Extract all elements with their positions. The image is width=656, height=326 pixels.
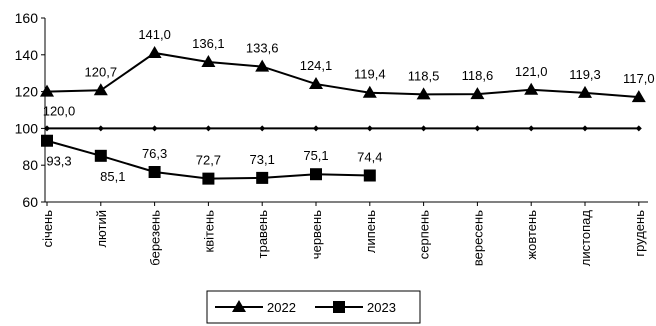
marker [97, 125, 104, 132]
marker [582, 125, 588, 132]
x-tick-label: лютий [94, 210, 109, 248]
data-label: 119,3 [569, 67, 601, 82]
marker [147, 45, 162, 58]
data-label: 120,0 [43, 104, 76, 119]
marker [40, 84, 54, 97]
data-label: 85,1 [100, 169, 125, 184]
data-label: 118,5 [408, 68, 440, 83]
marker [232, 300, 246, 312]
x-tick-label: березень [148, 210, 163, 266]
data-label: 121,0 [515, 64, 548, 79]
marker [416, 87, 431, 100]
y-tick-label: 60 [22, 194, 38, 210]
legend-label: 2022 [267, 300, 296, 315]
marker [148, 166, 161, 179]
x-tick-label: липень [363, 210, 378, 253]
x-tick-label: січень [40, 210, 55, 248]
marker [201, 54, 216, 67]
marker [524, 82, 539, 95]
marker [363, 169, 376, 182]
data-label: 118,6 [462, 68, 494, 83]
data-label: 120,7 [85, 64, 118, 79]
x-tick-label: вересень [470, 210, 485, 266]
x-tick-label: серпень [417, 210, 432, 259]
y-tick-label: 140 [15, 47, 39, 63]
marker [333, 301, 345, 313]
marker [256, 171, 269, 184]
marker [94, 149, 107, 162]
marker [151, 125, 158, 132]
data-label: 74,4 [357, 150, 382, 165]
data-label: 76,3 [142, 146, 167, 161]
series-line [46, 51, 639, 99]
y-tick-label: 160 [15, 10, 39, 26]
data-label: 141,0 [138, 27, 171, 42]
marker [205, 125, 212, 132]
data-label: 117,0 [623, 71, 655, 86]
data-label: 124,1 [300, 58, 333, 73]
marker [44, 125, 50, 132]
marker [362, 85, 377, 98]
y-tick-label: 120 [15, 84, 39, 100]
data-label: 73,1 [250, 152, 275, 167]
data-label: 93,3 [46, 154, 71, 169]
data-label: 133,6 [246, 41, 279, 56]
marker [202, 172, 215, 185]
marker [420, 125, 427, 132]
x-tick-label: травень [255, 210, 270, 259]
marker [635, 125, 642, 132]
data-label: 119,4 [354, 67, 386, 82]
marker [313, 125, 319, 132]
marker [93, 83, 108, 96]
marker [309, 77, 323, 90]
y-tick-label: 80 [22, 157, 38, 173]
x-tick-label: листопад [578, 210, 593, 267]
marker [474, 125, 481, 132]
x-tick-label: квітень [201, 210, 216, 253]
legend-label: 2023 [367, 300, 396, 315]
marker [366, 125, 373, 132]
marker [310, 168, 322, 181]
x-tick-label: червень [309, 210, 324, 259]
data-label: 75,1 [303, 148, 328, 163]
marker [470, 87, 485, 100]
y-tick-label: 100 [15, 120, 39, 136]
marker [259, 125, 266, 132]
data-label: 136,1 [192, 36, 225, 51]
x-tick-label: жовтень [524, 210, 539, 260]
marker [41, 134, 53, 147]
marker [631, 90, 646, 103]
marker [255, 59, 270, 72]
x-tick-label: грудень [632, 210, 647, 257]
marker [528, 125, 535, 132]
marker [578, 85, 592, 98]
data-label: 72,7 [196, 153, 221, 168]
